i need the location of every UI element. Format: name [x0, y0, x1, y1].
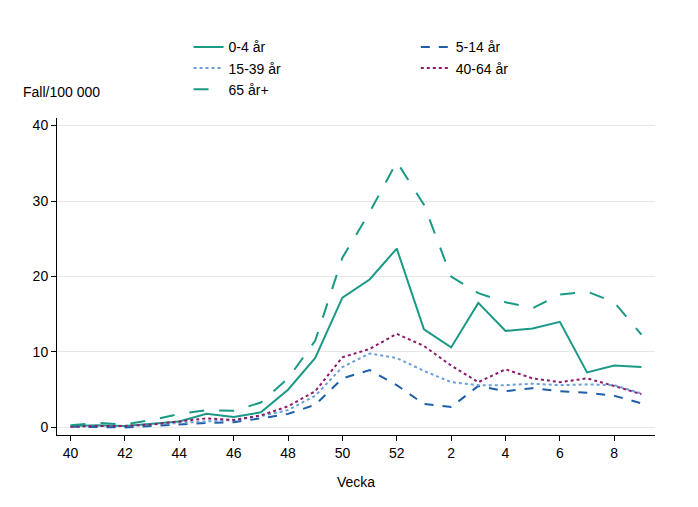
svg-text:0-4 år: 0-4 år	[229, 39, 266, 55]
svg-text:40: 40	[63, 445, 79, 461]
svg-text:40: 40	[33, 117, 49, 133]
svg-text:5-14 år: 5-14 år	[456, 39, 501, 55]
svg-text:4: 4	[502, 445, 510, 461]
svg-text:10: 10	[33, 344, 49, 360]
svg-text:30: 30	[33, 193, 49, 209]
svg-text:44: 44	[172, 445, 188, 461]
svg-text:6: 6	[556, 445, 564, 461]
svg-text:20: 20	[33, 268, 49, 284]
svg-text:15-39 år: 15-39 år	[229, 61, 281, 77]
svg-text:50: 50	[335, 445, 351, 461]
svg-text:46: 46	[226, 445, 242, 461]
svg-text:0: 0	[40, 419, 48, 435]
svg-text:42: 42	[117, 445, 133, 461]
svg-text:52: 52	[389, 445, 405, 461]
svg-text:2: 2	[447, 445, 455, 461]
svg-text:8: 8	[610, 445, 618, 461]
svg-text:48: 48	[280, 445, 296, 461]
svg-text:40-64 år: 40-64 år	[456, 61, 508, 77]
svg-text:65 år+: 65 år+	[229, 82, 269, 98]
svg-text:Fall/100 000: Fall/100 000	[23, 84, 100, 100]
svg-text:Vecka: Vecka	[337, 474, 375, 490]
